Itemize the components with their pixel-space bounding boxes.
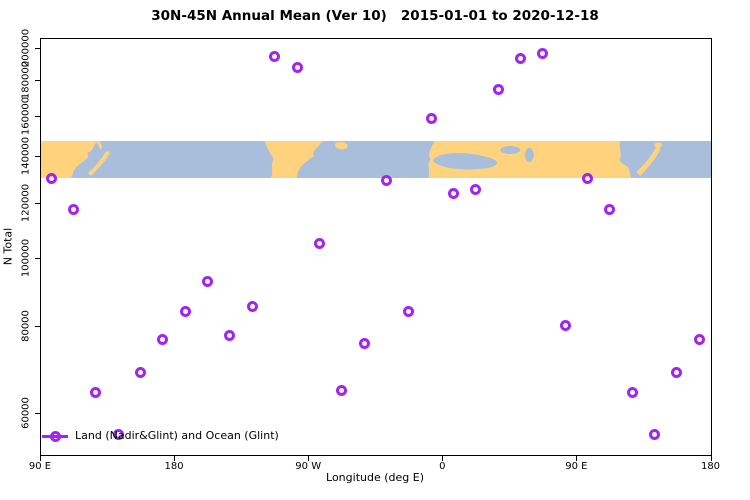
y-tick-label: 120000 [20,183,32,223]
y-tick-mark [35,203,40,204]
world-map-band [41,141,711,178]
data-point [179,306,191,318]
sea-black [500,146,521,154]
data-point [112,428,124,440]
data-point [447,187,459,199]
x-tick-label: 90 E [565,461,588,472]
data-point [380,174,392,186]
data-point [537,48,549,60]
x-tick-label: 180 [700,461,721,472]
data-point [224,330,236,342]
legend-marker [49,430,61,442]
data-point [470,184,482,196]
y-tick-mark [35,258,40,260]
y-tick-mark [35,80,40,82]
plot-area-border [40,38,712,456]
x-tick-label: 90 W [295,461,322,472]
y-tick-label: 60000 [20,397,32,430]
data-point [649,428,661,440]
x-tick-mark [174,456,176,461]
data-point [358,338,370,350]
x-tick-mark [710,456,712,461]
data-point [269,51,281,63]
y-tick-mark [35,156,40,158]
chart-title: 30N-45N Annual Mean (Ver 10) 2015-01-01 … [151,8,599,24]
y-tick-mark [35,413,40,415]
data-point [671,366,683,378]
data-point [135,366,147,378]
data-point [157,334,169,346]
data-point [626,387,638,399]
land-sakhalin [95,141,102,150]
data-point [403,306,415,318]
y-tick-mark [35,325,40,327]
x-tick-mark [308,456,310,461]
data-point [582,172,594,184]
sea-mediterranean [433,153,498,170]
data-point [45,172,57,184]
y-tick-label: 80000 [20,310,32,342]
land-japan-east [636,146,661,176]
y-tick-mark [35,48,40,50]
data-point [492,83,504,95]
data-point [425,112,437,124]
x-axis-label: Longitude (deg E) [326,471,424,484]
land-asia-left [41,141,98,178]
sea-caspian [524,148,534,162]
x-tick-label: 90 E [28,461,52,472]
land-newfoundland [335,141,348,150]
legend-label: Land (Nadir&Glint) and Ocean (Glint) [75,429,279,442]
data-point [68,203,80,215]
data-point [559,319,571,331]
data-point [291,62,303,74]
data-point [693,334,705,346]
data-point [515,52,527,64]
land-japan [87,151,110,176]
y-axis-label: N Total [1,227,15,266]
x-tick-label: 180 [164,461,184,472]
x-tick-label: 0 [439,461,446,472]
data-point [604,203,616,215]
y-tick-label: 200000 [20,29,32,68]
x-tick-mark [576,456,578,461]
y-tick-label: 160000 [20,96,32,135]
land-hokkaido [654,142,663,148]
y-tick-mark [35,115,40,117]
x-tick-mark [442,456,444,461]
data-point [336,384,348,396]
y-tick-label: 140000 [20,137,32,176]
data-point [202,276,214,288]
y-tick-label: 100000 [20,239,32,278]
data-point [90,387,102,399]
data-point [313,238,325,250]
x-tick-mark [40,456,41,461]
data-point [246,300,258,312]
land-north-america [264,141,323,178]
